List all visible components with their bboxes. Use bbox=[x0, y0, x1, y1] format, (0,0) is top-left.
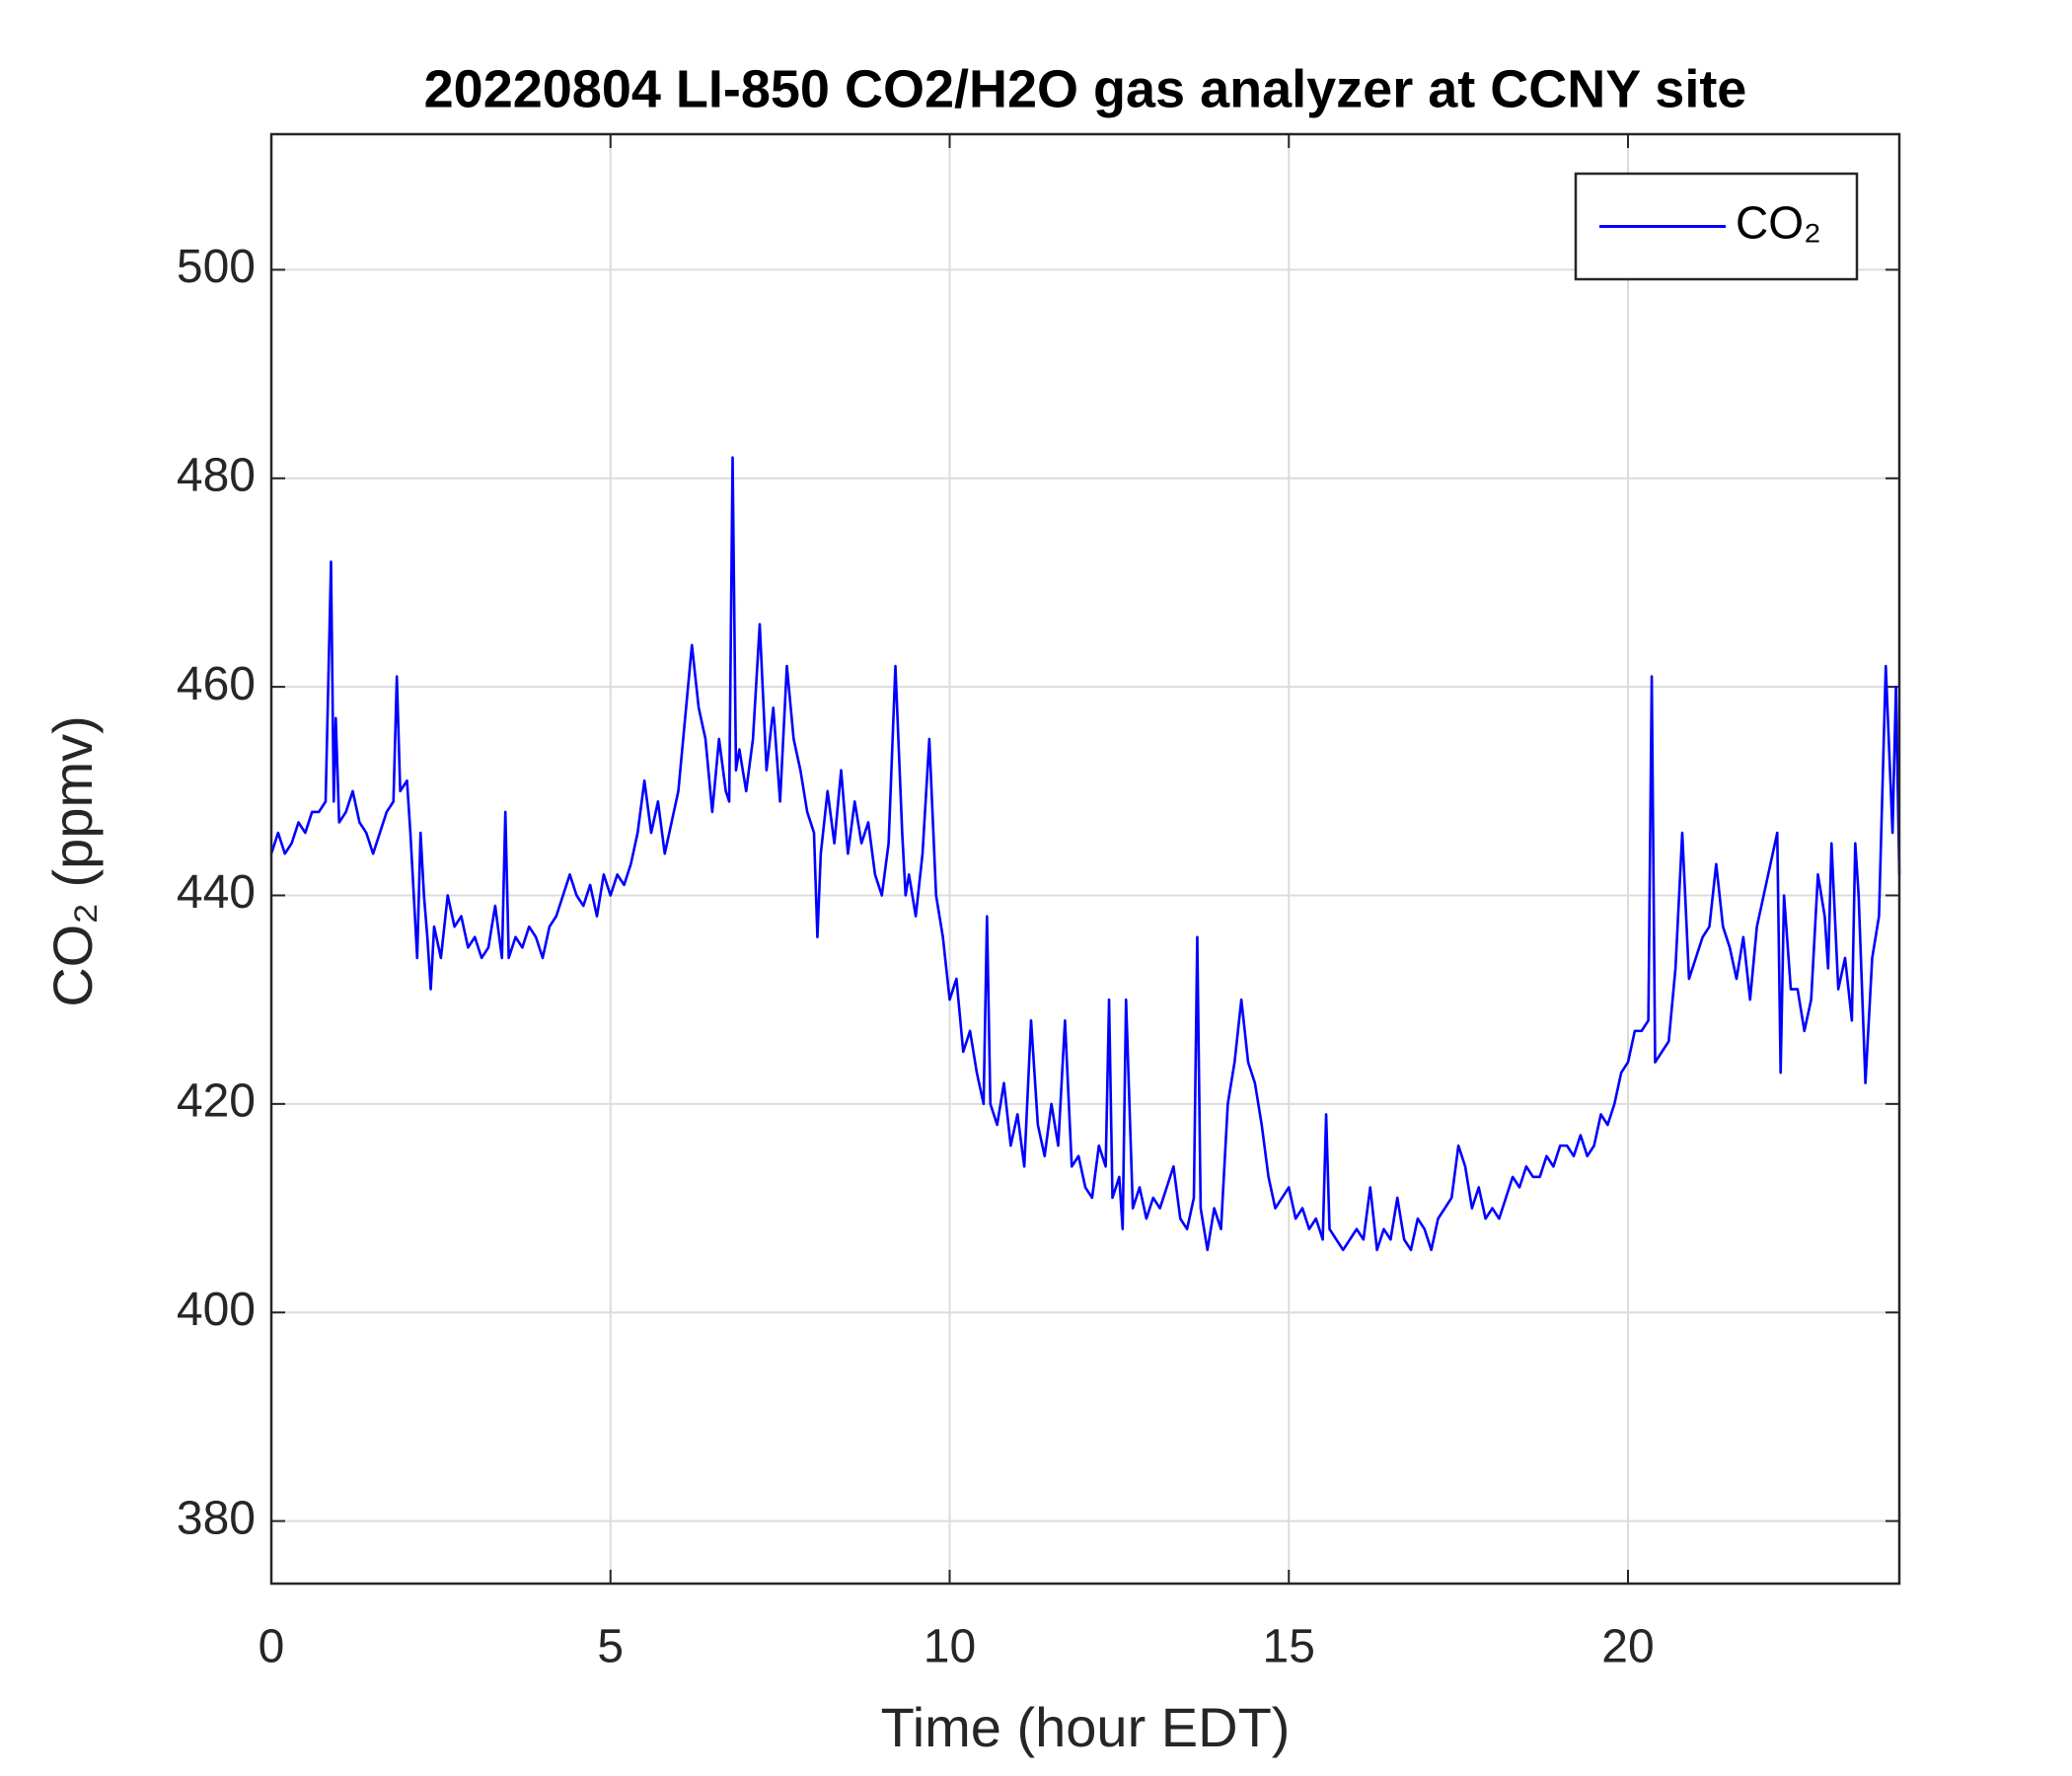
x-tick-label: 5 bbox=[597, 1621, 624, 1673]
y-tick-label: 440 bbox=[177, 866, 256, 919]
y-tick-label: 500 bbox=[177, 241, 256, 293]
y-axis-label: CO₂ (ppmv) bbox=[41, 715, 104, 1007]
chart-title: 20220804 LI-850 CO2/H2O gas analyzer at … bbox=[424, 59, 1747, 118]
x-tick-label: 15 bbox=[1263, 1621, 1315, 1673]
x-tick-label: 10 bbox=[924, 1621, 976, 1673]
x-axis-label: Time (hour EDT) bbox=[881, 1696, 1291, 1758]
y-tick-label: 420 bbox=[177, 1075, 256, 1128]
y-tick-label: 400 bbox=[177, 1284, 256, 1336]
y-tick-label: 480 bbox=[177, 449, 256, 501]
data-line bbox=[269, 456, 1901, 1252]
legend-label: CO₂ bbox=[1736, 197, 1821, 249]
y-tick-label: 460 bbox=[177, 658, 256, 710]
y-tick-label: 380 bbox=[177, 1492, 256, 1544]
plot-frame bbox=[269, 132, 1901, 1586]
x-tick-label: 20 bbox=[1601, 1621, 1654, 1673]
x-tick-label: 0 bbox=[259, 1621, 285, 1673]
